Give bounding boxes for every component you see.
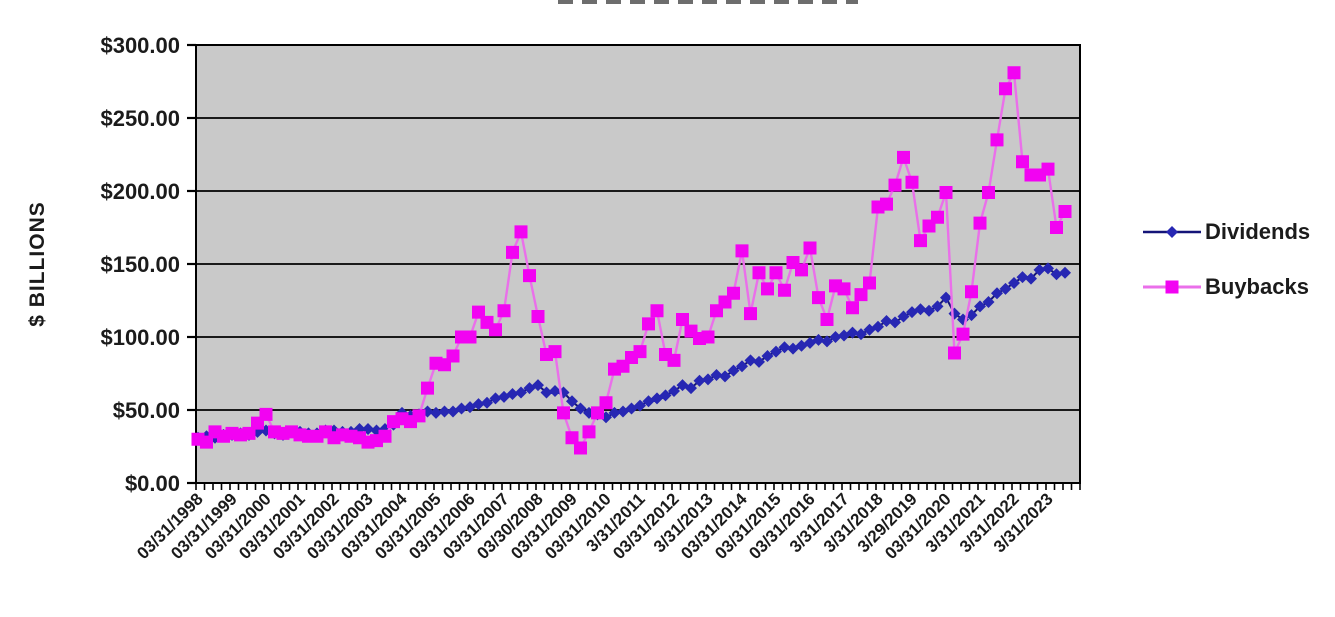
y-tick-label: $200.00 — [100, 179, 180, 204]
dividends-legend-swatch — [1143, 226, 1201, 238]
y-tick-label: $100.00 — [100, 325, 180, 350]
y-tick-label: $250.00 — [100, 106, 180, 131]
square-marker-icon — [1165, 280, 1179, 294]
y-tick-label: $0.00 — [125, 471, 180, 496]
y-tick-label: $150.00 — [100, 252, 180, 277]
cropped-chart-title — [558, 0, 858, 4]
legend-label-buybacks: Buybacks — [1205, 274, 1309, 299]
legend-item-dividends: Dividends — [1143, 219, 1311, 244]
buybacks-legend-swatch — [1143, 280, 1201, 294]
diamond-marker-icon — [1166, 226, 1178, 238]
legend-item-buybacks: Buybacks — [1143, 274, 1310, 299]
legend: Dividends Buybacks — [1143, 219, 1311, 299]
y-tick-label: $50.00 — [113, 398, 180, 423]
y-tick-label: $300.00 — [100, 33, 180, 58]
dividends-markers — [192, 262, 1071, 444]
legend-label-dividends: Dividends — [1205, 219, 1311, 244]
